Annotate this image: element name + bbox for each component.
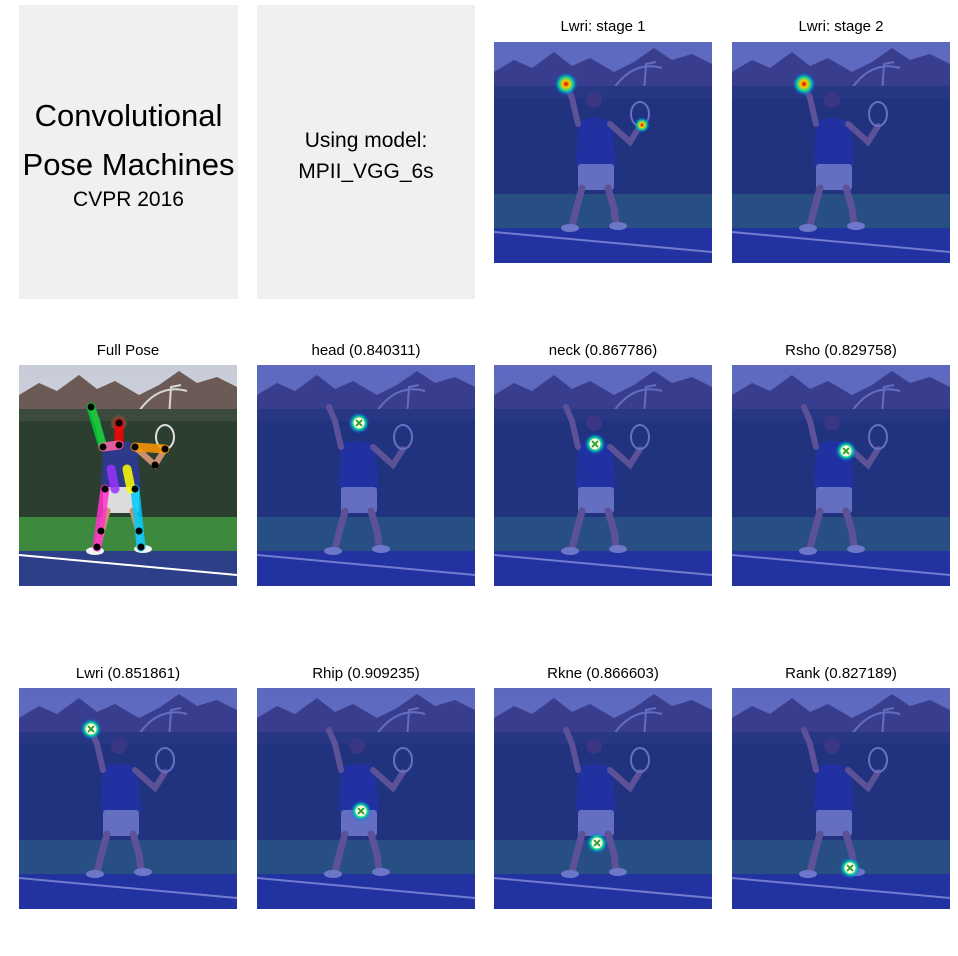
heatmap-image <box>494 42 712 263</box>
player-shorts <box>103 487 139 513</box>
heatmap-overlay <box>494 365 712 586</box>
model-panel: Using model: MPII_VGG_6s <box>257 5 475 299</box>
panel-title: Lwri: stage 2 <box>798 18 884 35</box>
panel-title: Rkne (0.866603) <box>547 665 659 682</box>
fence-top <box>19 409 237 421</box>
pose-joint <box>137 543 145 551</box>
panel-title: head (0.840311) <box>311 342 421 359</box>
heatmap-overlay <box>257 365 475 586</box>
pose-joint <box>115 441 123 449</box>
panel-title: Lwri (0.851861) <box>75 665 181 682</box>
heatmap-overlay <box>257 688 475 909</box>
pose-joint <box>99 443 107 451</box>
pose-limb <box>130 442 170 454</box>
x-marker-icon <box>842 447 850 455</box>
heatmap-image <box>19 688 237 909</box>
pose-joint <box>101 485 109 493</box>
heatmap-overlay <box>494 42 712 263</box>
panel-title: Rhip (0.909235) <box>312 665 420 682</box>
heatmap-peak <box>634 117 650 133</box>
pose-limb <box>92 484 110 552</box>
heatmap-image <box>257 365 475 586</box>
heatmap-image <box>732 365 950 586</box>
heatmap-overlay <box>732 42 950 263</box>
pose-joint <box>97 527 105 535</box>
heatmap-overlay <box>732 688 950 909</box>
light-pole <box>138 384 188 418</box>
x-marker-icon <box>593 839 601 847</box>
full-pose-image <box>19 365 237 586</box>
panel-title: Rsho (0.829758) <box>785 342 897 359</box>
title-line-1: Convolutional <box>34 98 223 133</box>
panel-title: neck (0.867786) <box>548 342 658 359</box>
heatmap-overlay <box>732 365 950 586</box>
heatmap-image <box>494 365 712 586</box>
court-line <box>19 554 237 576</box>
panel-title: Rank (0.827189) <box>785 665 897 682</box>
heatmap-image <box>732 42 950 263</box>
pose-joint <box>135 527 143 535</box>
title-panel: Convolutional Pose Machines CVPR 2016 <box>19 5 238 299</box>
pose-joint <box>93 543 101 551</box>
panel-title: Full Pose <box>96 342 160 359</box>
heatmap-peak <box>792 72 816 96</box>
x-marker-icon <box>87 725 95 733</box>
panel-title: Lwri: stage 1 <box>560 18 646 35</box>
x-marker-icon <box>355 419 363 427</box>
pose-limb <box>106 464 120 494</box>
heatmap-image <box>732 688 950 909</box>
model-name: MPII_VGG_6s <box>298 160 434 183</box>
heatmap-overlay <box>494 688 712 909</box>
pose-limb <box>130 484 146 552</box>
pose-joint <box>151 461 159 469</box>
model-label: Using model: <box>304 129 428 152</box>
pose-joint <box>87 403 95 411</box>
court-blue <box>19 551 237 586</box>
x-marker-icon <box>591 440 599 448</box>
heatmap-peak <box>554 72 578 96</box>
x-marker-icon <box>846 864 854 872</box>
pose-joint <box>131 443 139 451</box>
heatmap-image <box>257 688 475 909</box>
pose-limb <box>122 464 136 494</box>
heatmap-overlay <box>19 688 237 909</box>
pose-joint <box>115 419 123 427</box>
court-green <box>19 517 237 551</box>
mountains <box>19 371 237 415</box>
x-marker-icon <box>357 807 365 815</box>
pose-joint <box>161 445 169 453</box>
pose-joint <box>131 485 139 493</box>
heatmap-image <box>494 688 712 909</box>
venue-label: CVPR 2016 <box>73 188 184 211</box>
pose-limb <box>86 402 108 452</box>
title-line-2: Pose Machines <box>22 147 235 182</box>
